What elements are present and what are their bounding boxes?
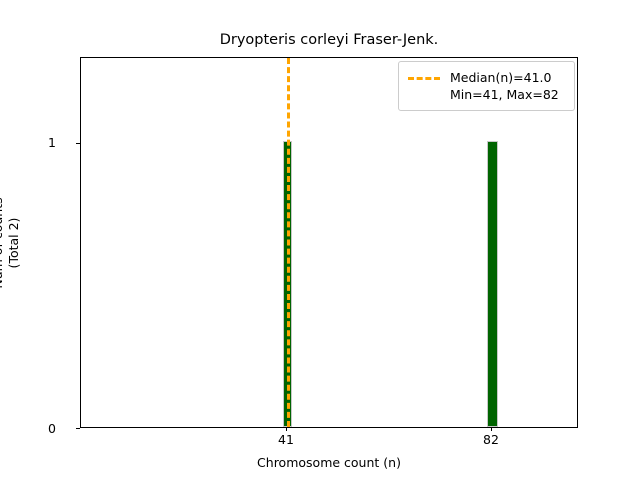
y-axis-label: Num of counts (Total 2) [0,197,21,289]
x-axis-label: Chromosome count (n) [257,455,401,470]
x-tick-mark-82 [491,427,492,431]
y-tick-mark-1 [76,143,80,144]
legend-item-median: Median(n)=41.0 [408,69,565,86]
x-tick-label-41: 41 [278,432,294,447]
y-tick-label-0: 0 [48,421,56,436]
median-line [287,58,290,427]
bar-82 [487,141,498,427]
y-tick-mark-0 [76,428,80,429]
legend-label-median: Median(n)=41.0 [450,70,552,85]
legend-spacer [408,88,440,102]
dashed-line-icon [408,71,440,85]
legend-label-minmax: Min=41, Max=82 [450,87,559,102]
x-tick-label-82: 82 [483,432,499,447]
chart-title: Dryopteris corleyi Fraser-Jenk. [219,32,439,48]
y-tick-label-1: 1 [48,135,56,150]
x-tick-mark-41 [286,427,287,431]
plot-area [80,57,578,428]
chart-legend: Median(n)=41.0 Min=41, Max=82 [398,61,575,111]
legend-item-minmax: Min=41, Max=82 [408,86,565,103]
